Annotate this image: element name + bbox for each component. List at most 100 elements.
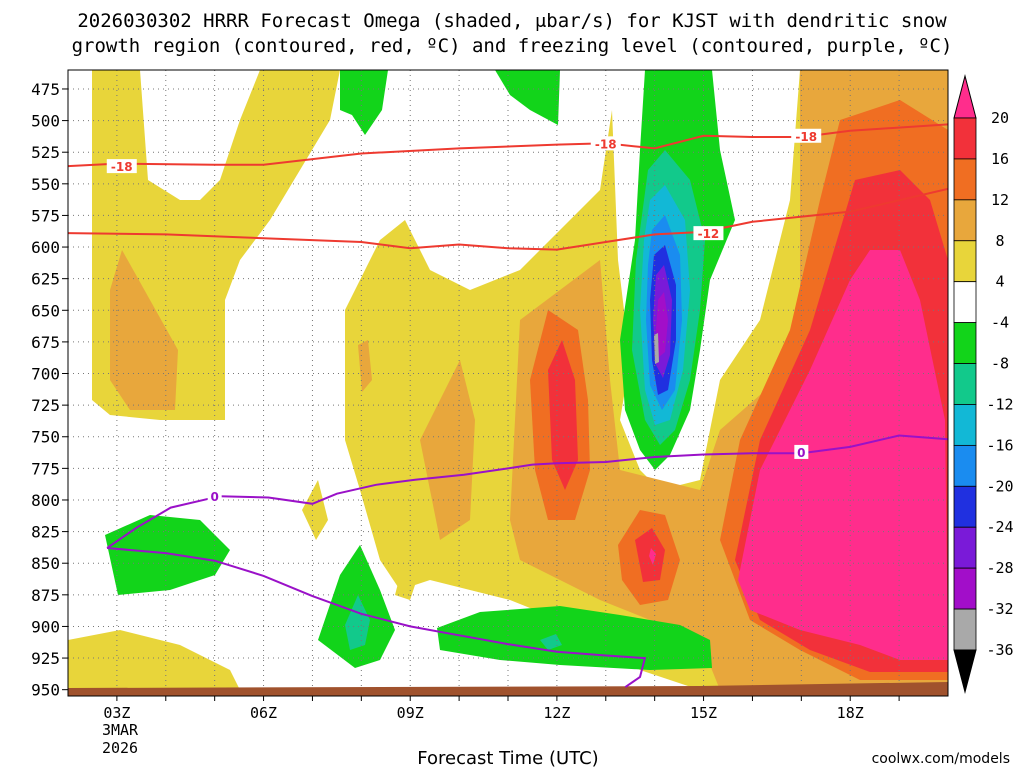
- omega-fill-rising-extreme-east: [738, 250, 948, 660]
- x-axis-title: Forecast Time (UTC): [417, 748, 598, 768]
- contour-label-dgz_minus18: -18: [595, 137, 617, 151]
- colorbar-tick-label: 8: [995, 232, 1004, 250]
- contour-label-background: [590, 136, 621, 151]
- colorbar-bin: [953, 404, 977, 446]
- colorbar-tick-label: 16: [991, 150, 1009, 168]
- y-tick-label: 500: [31, 112, 60, 131]
- y-tick-label: 825: [31, 523, 60, 542]
- x-tick-label: 06Z: [250, 704, 277, 722]
- x-tick-label: 12Z: [543, 704, 570, 722]
- omega-fill-sinking-top-mid: [495, 70, 560, 125]
- omega-fill-sinking-west-800: [105, 515, 230, 595]
- omega-fill-rising-weak-spot2: [395, 560, 420, 600]
- colorbar-tick-label: -8: [991, 355, 1009, 373]
- contour-label-background: [207, 489, 222, 504]
- x-tick-label: 03Z: [103, 704, 130, 722]
- y-tick-label: 925: [31, 649, 60, 668]
- x-tick-label: 09Z: [397, 704, 424, 722]
- omega-fill-sinking-mod-880: [345, 595, 370, 650]
- colorbar-bin: [953, 281, 977, 324]
- omega-fill-rising-weak-spot: [302, 480, 328, 540]
- colorbar-top-triangle: [953, 74, 977, 119]
- contour-label-background: [794, 444, 809, 459]
- y-tick-label: 600: [31, 238, 60, 257]
- contour-label-dgz_minus18: -18: [111, 160, 133, 174]
- x-axis: 03Z 06Z 09Z 12Z 15Z 18Z: [103, 696, 900, 722]
- contour-label-background: [106, 159, 137, 174]
- contour-label-dgz_minus18: -18: [795, 130, 817, 144]
- colorbar-tick-label: -12: [986, 395, 1013, 413]
- y-tick-label: 525: [31, 143, 60, 162]
- colorbar-tick-label: -32: [986, 600, 1013, 618]
- colorbar-tick-label: 20: [991, 109, 1009, 127]
- omega-shading: [68, 70, 948, 690]
- colorbar-bin: [953, 567, 977, 610]
- y-tick-label: 650: [31, 301, 60, 320]
- omega-fill-sinking-top-left: [340, 70, 388, 135]
- contour-label-dgz_minus12: -12: [698, 227, 720, 241]
- y-tick-label: 950: [31, 681, 60, 700]
- y-tick-label: 775: [31, 459, 60, 478]
- x-tick-label: 18Z: [837, 704, 864, 722]
- omega-fill-rising-vstrong-12z: [548, 340, 578, 490]
- omega-fill-rising-mod-spot: [358, 340, 372, 392]
- y-tick-label: 725: [31, 396, 60, 415]
- colorbar: 20 16 12 8 4 -4 -8 -12 -16 -20 -24 -28 -32 -36: [953, 74, 1014, 694]
- colorbar-bin: [953, 158, 977, 201]
- colorbar-bin: [953, 608, 977, 651]
- colorbar-tick-label: -36: [986, 641, 1013, 659]
- colorbar-bin: [953, 363, 977, 405]
- colorbar-tick-label: 12: [991, 191, 1009, 209]
- grid: [68, 70, 948, 696]
- omega-fill-rising-mod-nw: [420, 360, 475, 540]
- y-tick-label: 850: [31, 554, 60, 573]
- contour-freezing_level: [106, 434, 948, 549]
- y-tick-label: 575: [31, 206, 60, 225]
- y-tick-label: 625: [31, 270, 60, 289]
- omega-fill-rising-mod-west: [110, 250, 178, 410]
- y-tick-label: 475: [31, 80, 60, 99]
- colorbar-bin: [953, 199, 977, 242]
- colorbar-tick-label: -20: [986, 477, 1013, 495]
- x-date-label-line-2: 2026: [102, 739, 138, 757]
- plot-area: -12 -18 -18 -18 0 0: [68, 70, 948, 696]
- contours: -12 -18 -18 -18 0 0: [68, 123, 948, 688]
- chart-title-line-2: growth region (contoured, red, ºC) and f…: [72, 35, 953, 57]
- omega-fill-rising-weak-sw: [68, 630, 240, 690]
- contour-freezing_level_lower: [107, 547, 647, 688]
- y-tick-label: 675: [31, 333, 60, 352]
- colorbar-bin: [953, 485, 977, 528]
- y-tick-label: 900: [31, 617, 60, 636]
- contour-label-background: [693, 226, 724, 241]
- omega-fill-sinking-grey: [654, 333, 659, 364]
- colorbar-bin: [953, 240, 977, 283]
- chart-title-line-1: 2026030302 HRRR Forecast Omega (shaded, …: [77, 10, 947, 32]
- y-tick-label: 750: [31, 428, 60, 447]
- x-date-label-line-1: 3MAR: [102, 721, 139, 739]
- colorbar-tick-label: -16: [986, 436, 1013, 454]
- colorbar-bin: [953, 526, 977, 569]
- colorbar-tick-label: 4: [995, 273, 1004, 291]
- colorbar-tick-label: -4: [991, 314, 1009, 332]
- x-tick-label: 15Z: [690, 704, 717, 722]
- omega-fill-sinking-violet: [656, 292, 668, 357]
- contour-label-freezing_level: 0: [210, 490, 218, 504]
- y-axis: 475 500 525 550 575 600 625 650 675 700 725 750 775 8…: [31, 80, 68, 700]
- omega-fill-rising-extreme-14z: [649, 548, 656, 565]
- colorbar-tick-label: -24: [986, 518, 1013, 536]
- colorbar-bin: [953, 444, 977, 487]
- colorbar-bottom-triangle: [953, 649, 977, 694]
- y-tick-label: 800: [31, 491, 60, 510]
- omega-fill-sinking-900: [437, 606, 712, 670]
- y-tick-label: 875: [31, 586, 60, 605]
- colorbar-bin: [953, 322, 977, 364]
- credit-text: coolwx.com/models: [872, 751, 1010, 767]
- contour-label-background: [791, 128, 822, 143]
- terrain-ground: [68, 682, 948, 696]
- contour-dgz_minus12: [68, 187, 948, 251]
- y-tick-label: 550: [31, 175, 60, 194]
- colorbar-tick-label: -28: [986, 559, 1013, 577]
- colorbar-bin: [953, 117, 977, 160]
- contour-label-freezing_level: 0: [797, 446, 805, 460]
